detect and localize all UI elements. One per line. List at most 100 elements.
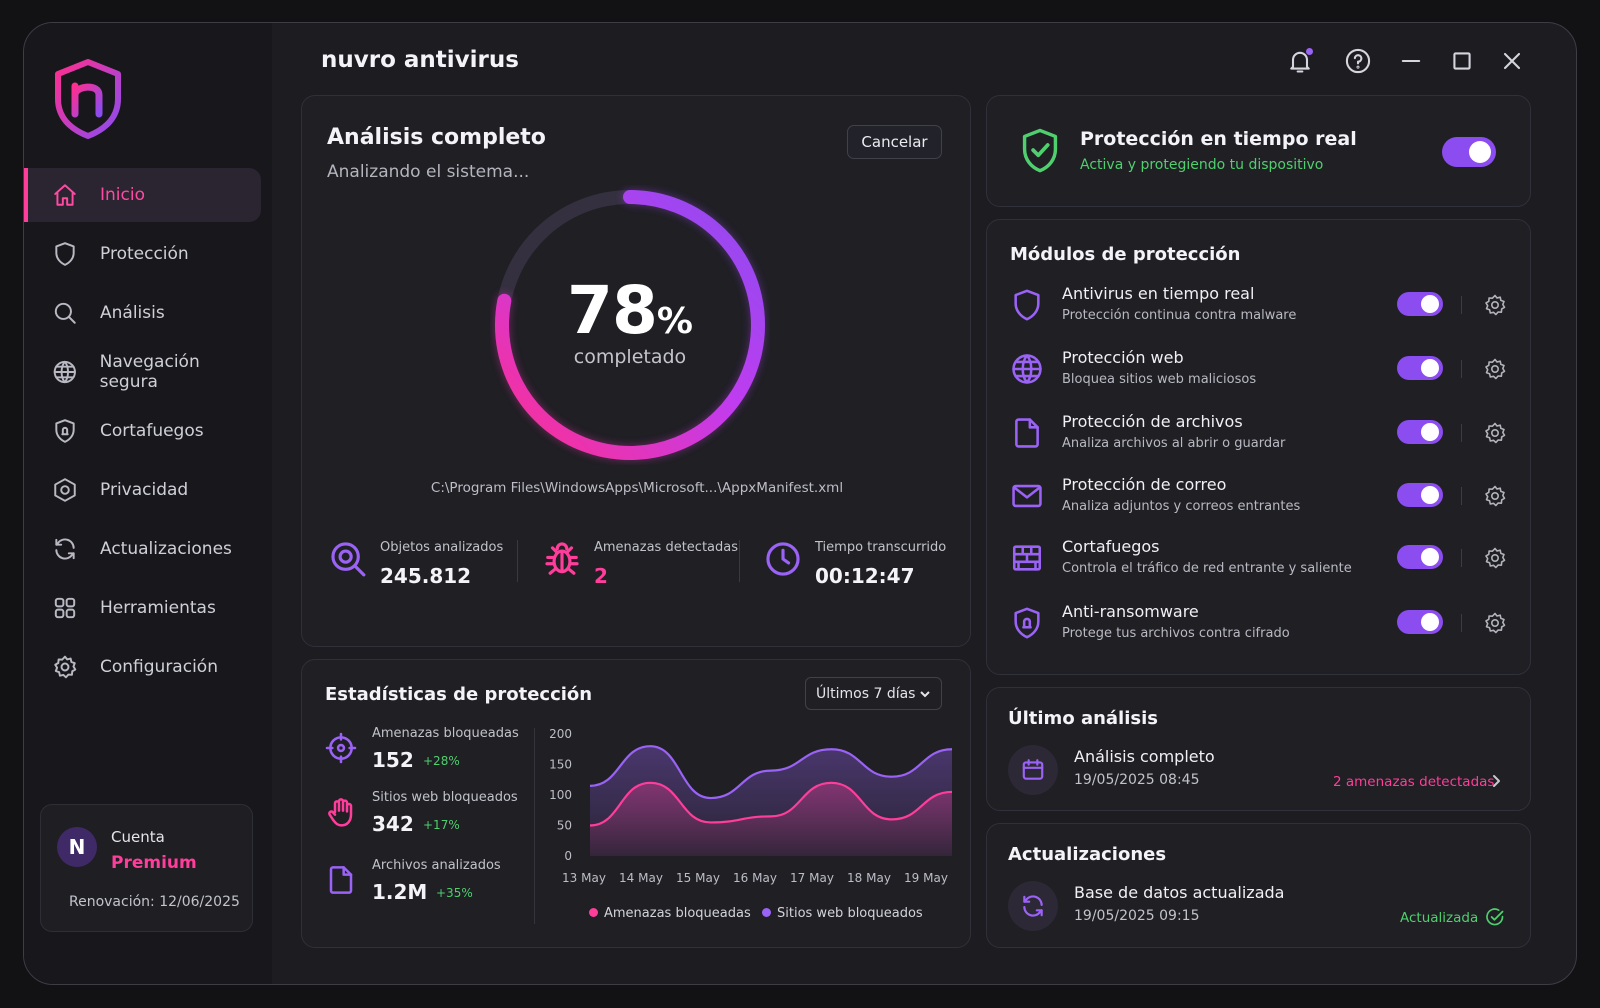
module-toggle[interactable] <box>1397 610 1443 634</box>
protection-stats-card: Estadísticas de protección Últimos 7 día… <box>301 659 971 948</box>
last-scan-card[interactable]: Último análisis Análisis completo 19/05/… <box>986 687 1531 811</box>
hand-stop-icon <box>328 798 353 827</box>
last-scan-title: Último análisis <box>1008 708 1158 729</box>
firewall-icon <box>1012 545 1042 571</box>
check-circle-icon <box>1486 908 1504 926</box>
sidebar-item-analisis[interactable]: Análisis <box>24 286 261 340</box>
chevron-right-icon[interactable] <box>1487 772 1505 790</box>
sidebar-item-cortafuegos[interactable]: Cortafuegos <box>24 404 261 458</box>
mail-icon <box>1012 484 1042 508</box>
sidebar-item-herramientas[interactable]: Herramientas <box>24 581 261 635</box>
updates-date: 19/05/2025 09:15 <box>1074 908 1200 924</box>
module-toggle[interactable] <box>1397 420 1443 444</box>
progress-ring <box>494 189 766 461</box>
sidebar-item-inicio[interactable]: Inicio <box>24 168 261 222</box>
gear-icon[interactable] <box>1483 293 1507 317</box>
magnifier-target-icon <box>331 542 366 577</box>
protection-modules-card: Módulos de protección Antivirus en tiemp… <box>986 219 1531 675</box>
shield-icon <box>55 242 75 266</box>
gear-icon[interactable] <box>1483 484 1507 508</box>
refresh-icon <box>55 538 75 560</box>
y-tick-label: 200 <box>549 727 572 741</box>
calendar-badge <box>1008 745 1058 795</box>
gear-icon[interactable] <box>1483 546 1507 570</box>
chart-divider <box>534 728 535 924</box>
sidebar-item-proteccion[interactable]: Protección <box>24 227 261 281</box>
sidebar-item-label: Actualizaciones <box>100 539 232 559</box>
x-tick-label: 15 May <box>676 871 720 885</box>
maximize-icon[interactable] <box>1448 47 1476 75</box>
app-window: Inicio Protección Análisis Navegación se… <box>23 22 1577 985</box>
y-tick-label: 150 <box>549 758 572 772</box>
chevron-down-icon <box>920 691 930 698</box>
progress-percent: 78% <box>567 272 693 349</box>
x-tick-label: 16 May <box>733 871 777 885</box>
module-toggle[interactable] <box>1397 292 1443 316</box>
module-mail: Protección de correo Analiza adjuntos y … <box>987 471 1532 523</box>
module-toggle[interactable] <box>1397 545 1443 569</box>
sidebar: Inicio Protección Análisis Navegación se… <box>24 23 272 984</box>
file-icon <box>1015 418 1039 448</box>
scan-subtitle: Analizando el sistema... <box>327 162 530 182</box>
stat-divider <box>739 540 740 582</box>
last-scan-name: Análisis completo <box>1074 747 1215 766</box>
help-icon[interactable] <box>1344 47 1372 75</box>
app-title: nuvro antivirus <box>321 47 519 73</box>
file-icon <box>329 866 353 894</box>
search-icon <box>54 302 76 324</box>
minimize-icon[interactable] <box>1397 47 1425 75</box>
account-plan: Premium <box>111 853 197 873</box>
gear-icon[interactable] <box>1483 357 1507 381</box>
module-anti-ransomware: Anti-ransomware Protege tus archivos con… <box>987 598 1532 650</box>
firewall-shield-icon <box>55 419 75 443</box>
account-card[interactable]: N Cuenta Premium Renovación: 12/06/2025 <box>40 804 253 932</box>
nuvro-logo <box>55 59 121 139</box>
bell-icon[interactable] <box>1286 47 1314 75</box>
realtime-title: Protección en tiempo real <box>1080 128 1357 150</box>
gear-icon[interactable] <box>1483 421 1507 445</box>
sidebar-item-actualizaciones[interactable]: Actualizaciones <box>24 522 261 576</box>
home-icon <box>54 184 76 206</box>
module-antivirus: Antivirus en tiempo real Protección cont… <box>987 280 1532 332</box>
series-area-0 <box>590 782 952 856</box>
calendar-icon <box>1022 759 1044 780</box>
realtime-protection-card: Protección en tiempo real Activa y prote… <box>986 95 1531 207</box>
scan-title: Análisis completo <box>327 125 546 150</box>
module-web: Protección web Bloquea sitios web malici… <box>987 344 1532 396</box>
stat-divider <box>517 540 518 582</box>
y-tick-label: 50 <box>557 819 572 833</box>
sidebar-item-configuracion[interactable]: Configuración <box>24 640 261 694</box>
legend-item-threats: Amenazas bloqueadas <box>589 906 751 921</box>
avatar: N <box>57 827 97 867</box>
module-files: Protección de archivos Analiza archivos … <box>987 408 1532 460</box>
scan-card: Análisis completo Analizando el sistema.… <box>301 95 971 647</box>
close-icon[interactable] <box>1498 47 1526 75</box>
x-tick-label: 19 May <box>904 871 948 885</box>
stat-threats-blocked: Amenazas bloqueadas 152 +28% <box>325 724 535 778</box>
x-tick-label: 14 May <box>619 871 663 885</box>
series-line-1 <box>589 745 953 800</box>
bug-icon <box>545 542 579 575</box>
crosshair-icon <box>325 732 357 764</box>
globe-icon <box>1012 354 1042 384</box>
refresh-icon <box>1023 895 1043 917</box>
module-firewall: Cortafuegos Controla el tráfico de red e… <box>987 533 1532 585</box>
clock-icon <box>766 542 800 576</box>
x-tick-label: 18 May <box>847 871 891 885</box>
globe-icon <box>53 360 76 384</box>
stats-title: Estadísticas de protección <box>325 684 593 705</box>
lock-shield-icon <box>1014 607 1040 639</box>
grid-icon <box>54 597 76 619</box>
module-toggle[interactable] <box>1397 356 1443 380</box>
sidebar-item-navegacion-segura[interactable]: Navegación segura <box>24 345 261 399</box>
module-toggle[interactable] <box>1397 483 1443 507</box>
gear-icon[interactable] <box>1483 611 1507 635</box>
updates-status: Actualizada <box>1400 910 1479 926</box>
sidebar-item-privacidad[interactable]: Privacidad <box>24 463 261 517</box>
refresh-badge <box>1008 881 1058 931</box>
range-select[interactable]: Últimos 7 días <box>805 677 942 710</box>
sidebar-item-label: Cortafuegos <box>100 421 204 441</box>
realtime-toggle[interactable] <box>1442 137 1496 167</box>
updates-name: Base de datos actualizada <box>1074 883 1285 902</box>
cancel-button[interactable]: Cancelar <box>847 125 942 159</box>
